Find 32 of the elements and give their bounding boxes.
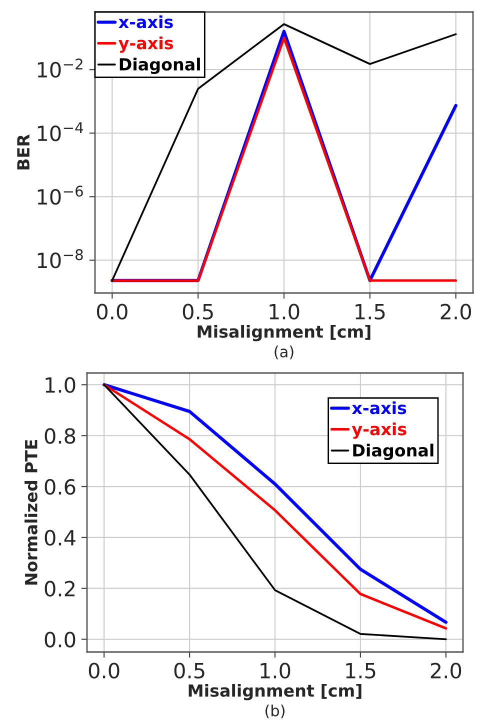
- y-tick-label: 10$^{−2}$: [38, 58, 82, 78]
- y-tick-label: 10$^{−6}$: [38, 186, 83, 205]
- legend-label: Diagonal: [120, 58, 200, 74]
- legend-label: y-axis: [352, 422, 406, 439]
- legend-label: x-axis: [118, 15, 173, 28]
- x-tick-label: 2.0: [440, 304, 471, 320]
- y-tick-label: 0.2: [44, 580, 74, 597]
- y-tick-label: 10$^{−8}$: [38, 249, 83, 268]
- x-axis-title: Misalignment [cm]: [188, 684, 362, 700]
- y-tick-label: 0.4: [44, 530, 76, 546]
- y-axis-title: Normalized PTE: [24, 440, 38, 585]
- y-tick-label: 0.6: [44, 478, 76, 495]
- text: (a): [274, 346, 294, 360]
- x-tick-label: 1.0: [270, 304, 300, 320]
- x-tick-label: 1.5: [356, 304, 385, 320]
- x-tick-label: 0.0: [88, 662, 120, 679]
- x-tick-label: 0.0: [96, 304, 128, 320]
- legend-label: x-axis: [352, 401, 406, 414]
- x-axis-title: Misalignment [cm]: [198, 324, 370, 342]
- y-tick-label: 0.8: [44, 428, 76, 444]
- legend-label: Diagonal: [353, 444, 434, 460]
- y-tick-label: 0.0: [44, 632, 76, 648]
- x-tick-label: 1.0: [260, 662, 290, 679]
- x-tick-label: 2.0: [430, 662, 462, 679]
- x-tick-label: 1.5: [346, 663, 376, 679]
- y-tick-label: 1.0: [46, 377, 76, 393]
- x-tick-label: 0.5: [182, 304, 213, 320]
- y-tick-label: 10$^{−4}$: [38, 122, 84, 142]
- x-tick-label: 0.5: [174, 662, 204, 679]
- legend-label: y-axis: [118, 36, 173, 53]
- text: (b): [266, 704, 284, 718]
- y-axis-title: BER: [17, 134, 30, 170]
